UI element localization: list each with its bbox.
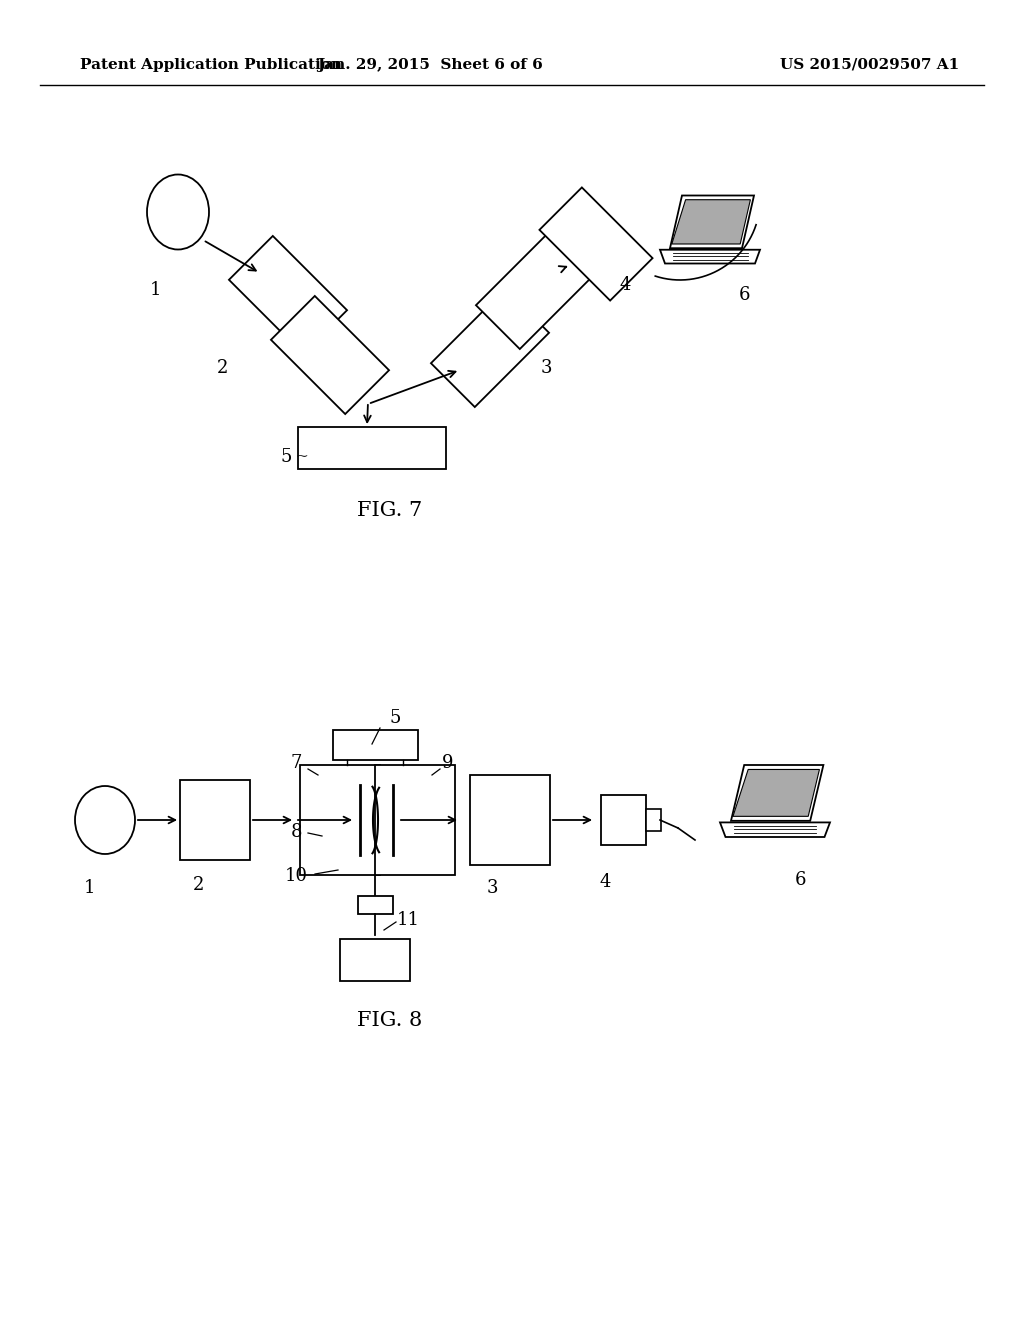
Text: Jan. 29, 2015  Sheet 6 of 6: Jan. 29, 2015 Sheet 6 of 6 bbox=[317, 58, 543, 73]
Bar bbox=[357, 896, 392, 913]
Text: Patent Application Publication: Patent Application Publication bbox=[80, 58, 342, 73]
Text: 11: 11 bbox=[396, 911, 420, 929]
Polygon shape bbox=[271, 296, 389, 414]
Text: ~: ~ bbox=[296, 450, 308, 465]
Polygon shape bbox=[476, 231, 594, 348]
Text: 2: 2 bbox=[193, 876, 204, 894]
Text: 1: 1 bbox=[150, 281, 161, 300]
Polygon shape bbox=[431, 289, 549, 407]
Polygon shape bbox=[720, 822, 830, 837]
Text: US 2015/0029507 A1: US 2015/0029507 A1 bbox=[780, 58, 959, 73]
Polygon shape bbox=[540, 187, 652, 301]
Text: 4: 4 bbox=[599, 873, 610, 891]
Text: 2: 2 bbox=[216, 359, 227, 378]
Text: 6: 6 bbox=[739, 286, 751, 304]
Bar bbox=[470, 775, 550, 865]
Polygon shape bbox=[672, 199, 751, 244]
Text: 4: 4 bbox=[620, 276, 631, 294]
Text: 6: 6 bbox=[795, 871, 806, 888]
Polygon shape bbox=[229, 236, 347, 354]
Ellipse shape bbox=[75, 785, 135, 854]
Bar bbox=[300, 766, 380, 875]
Polygon shape bbox=[670, 195, 754, 248]
Bar bbox=[333, 730, 418, 760]
Text: 10: 10 bbox=[285, 867, 307, 884]
Text: 1: 1 bbox=[84, 879, 96, 898]
Polygon shape bbox=[660, 249, 760, 264]
Bar bbox=[180, 780, 250, 861]
Text: 7: 7 bbox=[291, 754, 302, 772]
Text: 8: 8 bbox=[290, 822, 302, 841]
Polygon shape bbox=[733, 770, 819, 816]
Text: FIG. 7: FIG. 7 bbox=[357, 500, 423, 520]
Bar bbox=[645, 809, 660, 832]
Bar bbox=[298, 426, 446, 469]
Bar bbox=[600, 795, 645, 845]
Text: 9: 9 bbox=[442, 754, 454, 772]
Text: 5: 5 bbox=[281, 447, 292, 466]
Bar bbox=[340, 939, 410, 981]
Text: 3: 3 bbox=[486, 879, 498, 898]
Text: 3: 3 bbox=[541, 359, 552, 378]
Polygon shape bbox=[731, 766, 823, 821]
Ellipse shape bbox=[147, 174, 209, 249]
Text: 5: 5 bbox=[389, 709, 400, 727]
Bar bbox=[375, 766, 455, 875]
Text: FIG. 8: FIG. 8 bbox=[357, 1011, 423, 1030]
